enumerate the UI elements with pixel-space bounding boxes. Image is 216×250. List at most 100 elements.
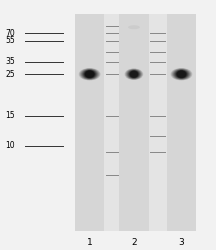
Ellipse shape bbox=[128, 70, 140, 78]
Bar bbox=[119, 14, 149, 231]
Ellipse shape bbox=[81, 69, 98, 79]
Ellipse shape bbox=[173, 69, 190, 80]
Ellipse shape bbox=[85, 71, 94, 78]
Ellipse shape bbox=[126, 69, 142, 79]
Ellipse shape bbox=[175, 70, 188, 78]
Ellipse shape bbox=[177, 71, 186, 78]
Ellipse shape bbox=[170, 68, 192, 80]
Ellipse shape bbox=[82, 70, 97, 79]
Ellipse shape bbox=[128, 70, 140, 78]
Bar bbox=[104, 14, 119, 231]
Ellipse shape bbox=[128, 25, 140, 29]
Ellipse shape bbox=[80, 69, 99, 80]
Ellipse shape bbox=[175, 70, 188, 78]
Ellipse shape bbox=[171, 68, 192, 80]
Ellipse shape bbox=[85, 70, 95, 78]
Bar bbox=[75, 14, 104, 231]
Ellipse shape bbox=[81, 69, 98, 79]
Ellipse shape bbox=[125, 69, 142, 80]
Ellipse shape bbox=[127, 70, 141, 79]
Ellipse shape bbox=[173, 69, 190, 79]
Text: 10: 10 bbox=[5, 142, 15, 150]
Text: 25: 25 bbox=[5, 70, 15, 79]
Ellipse shape bbox=[173, 69, 190, 79]
Ellipse shape bbox=[172, 68, 191, 80]
Ellipse shape bbox=[124, 68, 143, 80]
Ellipse shape bbox=[176, 70, 186, 78]
Bar bbox=[167, 14, 196, 231]
Ellipse shape bbox=[126, 69, 142, 79]
Ellipse shape bbox=[83, 70, 97, 79]
Ellipse shape bbox=[174, 70, 189, 79]
Ellipse shape bbox=[79, 68, 100, 80]
Ellipse shape bbox=[172, 69, 191, 80]
Ellipse shape bbox=[175, 70, 188, 79]
Ellipse shape bbox=[125, 68, 143, 80]
Ellipse shape bbox=[129, 70, 139, 78]
Ellipse shape bbox=[78, 68, 101, 80]
Ellipse shape bbox=[172, 68, 191, 80]
Ellipse shape bbox=[129, 71, 138, 78]
Text: 70: 70 bbox=[5, 29, 15, 38]
Ellipse shape bbox=[126, 69, 141, 79]
Ellipse shape bbox=[128, 70, 140, 78]
Ellipse shape bbox=[125, 69, 143, 80]
Ellipse shape bbox=[129, 70, 139, 78]
Ellipse shape bbox=[129, 70, 139, 78]
Ellipse shape bbox=[124, 68, 144, 80]
Ellipse shape bbox=[127, 70, 141, 79]
Text: 35: 35 bbox=[5, 57, 15, 66]
Ellipse shape bbox=[81, 69, 99, 80]
Ellipse shape bbox=[80, 68, 99, 80]
Ellipse shape bbox=[175, 70, 188, 78]
Ellipse shape bbox=[171, 68, 192, 80]
Ellipse shape bbox=[82, 70, 97, 79]
Ellipse shape bbox=[173, 69, 189, 79]
Ellipse shape bbox=[176, 70, 187, 78]
Ellipse shape bbox=[79, 68, 101, 80]
Bar bbox=[64, 14, 213, 231]
Ellipse shape bbox=[130, 71, 138, 78]
Ellipse shape bbox=[80, 69, 99, 80]
Ellipse shape bbox=[126, 69, 142, 79]
Ellipse shape bbox=[125, 69, 143, 80]
Ellipse shape bbox=[83, 70, 96, 78]
Ellipse shape bbox=[171, 68, 192, 80]
Ellipse shape bbox=[84, 70, 95, 78]
Ellipse shape bbox=[176, 70, 187, 78]
Ellipse shape bbox=[127, 70, 140, 79]
Ellipse shape bbox=[172, 69, 191, 80]
Ellipse shape bbox=[176, 70, 187, 78]
Ellipse shape bbox=[79, 68, 100, 80]
Ellipse shape bbox=[172, 69, 191, 80]
Ellipse shape bbox=[126, 69, 142, 80]
Ellipse shape bbox=[79, 68, 100, 80]
Ellipse shape bbox=[84, 70, 95, 78]
Ellipse shape bbox=[79, 68, 100, 80]
Ellipse shape bbox=[171, 68, 192, 80]
Ellipse shape bbox=[125, 68, 143, 80]
Ellipse shape bbox=[175, 70, 187, 78]
Ellipse shape bbox=[84, 70, 96, 78]
Text: 55: 55 bbox=[5, 36, 15, 46]
Ellipse shape bbox=[129, 70, 139, 78]
Ellipse shape bbox=[174, 70, 189, 79]
Text: 15: 15 bbox=[5, 111, 15, 120]
Ellipse shape bbox=[83, 70, 97, 79]
Ellipse shape bbox=[82, 70, 97, 79]
Ellipse shape bbox=[174, 70, 189, 79]
Ellipse shape bbox=[127, 70, 141, 79]
Bar bbox=[149, 14, 167, 231]
Ellipse shape bbox=[170, 68, 193, 80]
Ellipse shape bbox=[177, 71, 186, 78]
Ellipse shape bbox=[130, 71, 138, 78]
Ellipse shape bbox=[82, 69, 98, 79]
Text: 2: 2 bbox=[131, 238, 137, 247]
Text: 3: 3 bbox=[179, 238, 184, 247]
Ellipse shape bbox=[81, 69, 98, 80]
Ellipse shape bbox=[128, 70, 140, 78]
Ellipse shape bbox=[174, 70, 189, 79]
Ellipse shape bbox=[129, 70, 139, 78]
Text: 1: 1 bbox=[87, 238, 92, 247]
Ellipse shape bbox=[130, 71, 138, 78]
